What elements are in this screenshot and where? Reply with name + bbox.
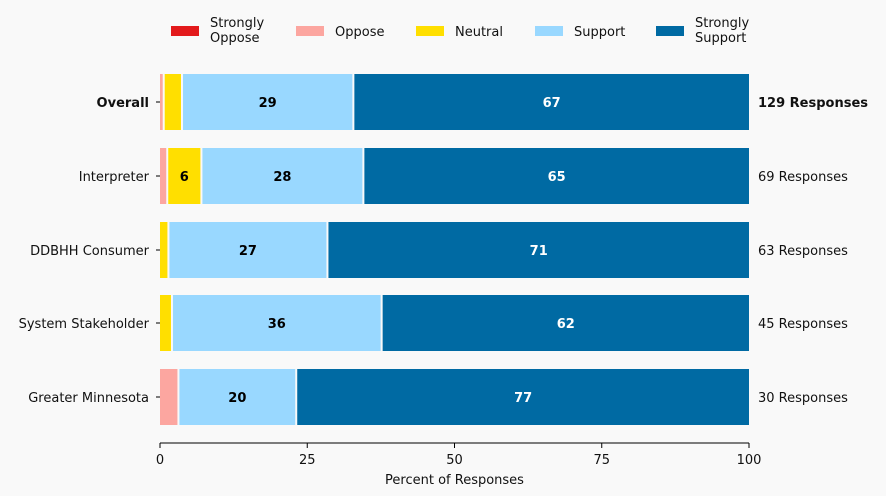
data-label: 67 (543, 96, 561, 111)
bar-segment (354, 74, 749, 130)
legend-label: Neutral (455, 25, 503, 40)
data-label: 20 (228, 391, 246, 406)
bars: 29 67 6 28 65 27 71 36 62 20 77 (160, 74, 749, 425)
legend-label: Strongly (210, 16, 264, 31)
bar-segment (202, 148, 363, 204)
bar-segment (160, 148, 167, 204)
legend-swatch-2 (416, 26, 444, 36)
legend-label: Oppose (335, 25, 384, 40)
data-label: 27 (239, 244, 257, 259)
legend-label: Support (695, 31, 746, 46)
bar-segment (179, 369, 296, 425)
category-label: Interpreter (79, 170, 150, 185)
response-count: 45 Responses (758, 317, 848, 332)
category-label: Overall (97, 96, 149, 111)
bar-segment (160, 74, 163, 130)
legend-label: Oppose (210, 31, 259, 46)
bar-segment (328, 222, 749, 278)
x-axis: Percent of Responses 0 25 50 75 100 (156, 442, 762, 488)
category-labels: Overall Interpreter DDBHH Consumer System S… (19, 96, 160, 406)
bar-segment (364, 148, 749, 204)
response-count-labels: 129 Responses 69 Responses 63 Responses 45 … (758, 96, 868, 406)
x-tick-label: 75 (593, 453, 610, 468)
data-label: 71 (530, 244, 548, 259)
x-tick-label: 0 (156, 453, 164, 468)
legend-swatch-0 (171, 26, 199, 36)
data-label: 29 (259, 96, 277, 111)
bar-segment (382, 295, 749, 351)
response-count: 63 Responses (758, 244, 848, 259)
bar-segment (160, 222, 168, 278)
data-label: 65 (548, 170, 566, 185)
category-label: DDBHH Consumer (30, 244, 150, 259)
data-label: 62 (557, 317, 575, 332)
category-label: Greater Minnesota (28, 391, 149, 406)
legend-label: Support (574, 25, 625, 40)
bar-segment (160, 369, 178, 425)
bar-segment (172, 295, 381, 351)
bar-segment (160, 295, 171, 351)
bar-segment (168, 148, 201, 204)
legend-swatch-1 (296, 26, 324, 36)
x-tick-label: 50 (446, 453, 463, 468)
bar-segment (297, 369, 749, 425)
legend-swatch-4 (656, 26, 684, 36)
legend-swatch-3 (535, 26, 563, 36)
x-tick-label: 25 (299, 453, 316, 468)
response-count: 69 Responses (758, 170, 848, 185)
category-label: System Stakeholder (19, 317, 150, 332)
bar-segment (169, 222, 327, 278)
data-label: 28 (273, 170, 291, 185)
response-count: 30 Responses (758, 391, 848, 406)
data-label: 36 (268, 317, 286, 332)
bar-segment (164, 74, 181, 130)
x-tick-label: 100 (737, 453, 762, 468)
data-label: 6 (180, 170, 189, 185)
data-label: 77 (514, 391, 532, 406)
legend-label: Strongly (695, 16, 749, 31)
x-axis-title: Percent of Responses (385, 473, 524, 488)
response-count: 129 Responses (758, 96, 868, 111)
bar-segment (182, 74, 353, 130)
